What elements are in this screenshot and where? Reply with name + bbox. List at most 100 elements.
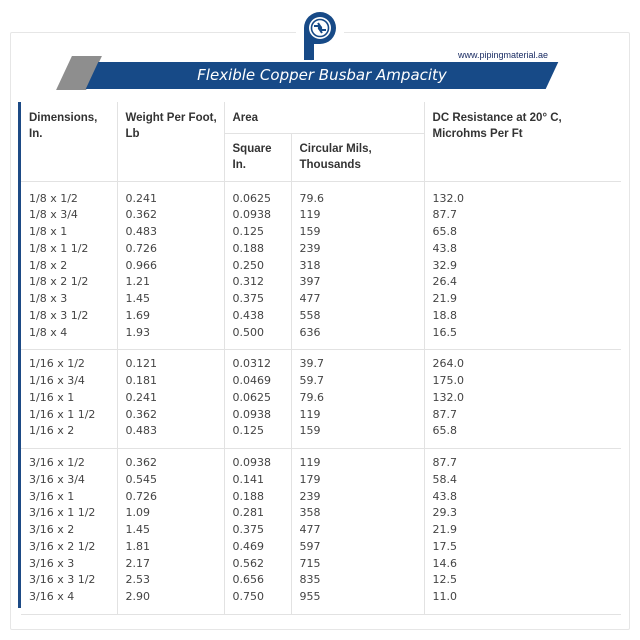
cell-dimension: 3/16 x 1/2 bbox=[29, 456, 85, 469]
cell-square-in: 0.750 bbox=[232, 590, 265, 603]
header-dc-resistance: DC Resistance at 20° C, Microhms Per Ft bbox=[423, 102, 622, 182]
cell-weight: 1.69 bbox=[125, 308, 151, 322]
cell-circular-mils: 715 bbox=[299, 556, 321, 570]
cell-circular-mils: 59.7 bbox=[299, 374, 325, 387]
cell-dc-resistance: 65.8 bbox=[432, 225, 458, 238]
cell-dc-resistance: 132.0 bbox=[432, 390, 465, 404]
cell-circular-mils-column: 39.7 59.7 79.6 119 159 bbox=[290, 349, 425, 449]
cell-square-in-column: 0.0625 0.0938 0.125 0.188 0.250 0.312 0.375 0.4… bbox=[223, 181, 292, 351]
cell-square-in: 0.0938 bbox=[232, 208, 272, 222]
cell-circular-mils: 79.6 bbox=[299, 191, 325, 205]
cell-dc-resistance: 175.0 bbox=[432, 374, 465, 387]
cell-dc-resistance: 12.5 bbox=[432, 573, 458, 587]
cell-dc-resistance: 17.5 bbox=[432, 539, 458, 553]
cell-square-in: 0.0938 bbox=[232, 456, 272, 469]
cell-circular-mils: 39.7 bbox=[299, 357, 325, 371]
cell-dc-resistance: 43.8 bbox=[432, 489, 458, 503]
cell-dimension: 1/8 x 3 1/2 bbox=[29, 308, 89, 322]
cell-dc-resistance: 11.0 bbox=[432, 590, 458, 603]
cell-dimension: 3/16 x 2 bbox=[29, 523, 75, 536]
cell-dimension: 1/8 x 3/4 bbox=[29, 208, 78, 222]
cell-dimension: 1/16 x 1 bbox=[29, 390, 75, 404]
cell-dc-resistance: 18.8 bbox=[432, 308, 458, 322]
header-dimensions: Dimensions, In. bbox=[21, 102, 118, 182]
cell-circular-mils: 79.6 bbox=[299, 390, 325, 404]
cell-dimension: 3/16 x 3 1/2 bbox=[29, 573, 96, 587]
cell-circular-mils: 239 bbox=[299, 241, 321, 255]
cell-dimension: 1/8 x 1/2 bbox=[29, 191, 78, 205]
cell-circular-mils: 358 bbox=[299, 506, 321, 520]
cell-dc-resistance: 14.6 bbox=[432, 556, 458, 570]
cell-dc-resistance-column: 132.0 87.7 65.8 43.8 32.9 26.4 21.9 18.8 16.5 bbox=[423, 181, 622, 351]
cell-dc-resistance: 26.4 bbox=[432, 275, 458, 289]
cell-circular-mils: 119 bbox=[299, 456, 321, 469]
cell-dc-resistance: 65.8 bbox=[432, 424, 458, 438]
cell-dc-resistance: 29.3 bbox=[432, 506, 458, 520]
cell-square-in: 0.188 bbox=[232, 241, 265, 255]
cell-dc-resistance: 264.0 bbox=[432, 357, 465, 371]
header-circular-mils: Circular Mils, Thousands bbox=[290, 133, 425, 182]
cell-circular-mils: 239 bbox=[299, 489, 321, 503]
cell-circular-mils: 397 bbox=[299, 275, 321, 289]
cell-circular-mils: 636 bbox=[299, 325, 321, 339]
cell-circular-mils: 119 bbox=[299, 407, 321, 421]
cell-square-in: 0.0312 bbox=[232, 357, 272, 371]
cell-square-in-column: 0.0312 0.0469 0.0625 0.0938 0.125 bbox=[223, 349, 292, 449]
cell-weight: 0.241 bbox=[125, 191, 158, 205]
cell-dc-resistance: 87.7 bbox=[432, 456, 458, 469]
cell-circular-mils: 477 bbox=[299, 292, 321, 305]
cell-weight: 1.81 bbox=[125, 539, 151, 553]
cell-dimension: 1/16 x 2 bbox=[29, 424, 75, 438]
cell-dimension: 3/16 x 4 bbox=[29, 590, 75, 603]
cell-square-in-column: 0.0938 0.141 0.188 0.281 0.375 0.469 0.562 0.65… bbox=[223, 448, 292, 615]
cell-circular-mils: 558 bbox=[299, 308, 321, 322]
cell-circular-mils: 318 bbox=[299, 258, 321, 272]
cell-weight: 0.483 bbox=[125, 225, 158, 238]
cell-dimension: 1/16 x 1 1/2 bbox=[29, 407, 96, 421]
cell-weight: 0.121 bbox=[125, 357, 158, 371]
cell-circular-mils: 477 bbox=[299, 523, 321, 536]
cell-dimension: 3/16 x 1 bbox=[29, 489, 75, 503]
cell-weight: 2.17 bbox=[125, 556, 151, 570]
cell-weight: 0.483 bbox=[125, 424, 158, 438]
table-row-group: 1/16 x 1/2 1/16 x 3/4 1/16 x 1 1/16 x 1 1/2… bbox=[21, 349, 622, 449]
cell-dimension-column: 1/16 x 1/2 1/16 x 3/4 1/16 x 1 1/16 x 1 1/2… bbox=[21, 349, 118, 449]
cell-weight: 0.545 bbox=[125, 472, 158, 486]
cell-weight: 0.181 bbox=[125, 374, 158, 387]
cell-dc-resistance-column: 264.0 175.0 132.0 87.7 65.8 bbox=[423, 349, 622, 449]
cell-weight-column: 0.121 0.181 0.241 0.362 0.483 bbox=[116, 349, 225, 449]
table-row-group: 3/16 x 1/2 3/16 x 3/4 3/16 x 1 3/16 x 1 1/2… bbox=[21, 448, 622, 615]
cell-dimension: 1/8 x 4 bbox=[29, 325, 68, 339]
cell-dc-resistance: 87.7 bbox=[432, 208, 458, 222]
ampacity-table: Dimensions, In. Weight Per Foot, Lb Area… bbox=[21, 102, 622, 615]
cell-square-in: 0.375 bbox=[232, 292, 265, 305]
table-row-group: 1/8 x 1/2 1/8 x 3/4 1/8 x 1 1/8 x 1 1/2 1/8 … bbox=[21, 181, 622, 351]
cell-circular-mils: 955 bbox=[299, 590, 321, 603]
cell-circular-mils: 835 bbox=[299, 573, 321, 587]
page-title: Flexible Copper Busbar Ampacity bbox=[197, 66, 447, 84]
cell-dimension: 1/16 x 1/2 bbox=[29, 357, 85, 371]
cell-square-in: 0.0938 bbox=[232, 407, 272, 421]
cell-weight: 2.90 bbox=[125, 590, 151, 603]
cell-dimension: 1/8 x 1 1/2 bbox=[29, 241, 89, 255]
cell-weight: 0.726 bbox=[125, 489, 158, 503]
cell-dimension: 1/8 x 2 1/2 bbox=[29, 275, 89, 289]
cell-dc-resistance: 16.5 bbox=[432, 325, 458, 339]
cell-square-in: 0.656 bbox=[232, 573, 265, 587]
cell-square-in: 0.562 bbox=[232, 556, 265, 570]
cell-dc-resistance: 132.0 bbox=[432, 191, 465, 205]
site-url[interactable]: www.pipingmaterial.ae bbox=[458, 50, 549, 60]
cell-square-in: 0.141 bbox=[232, 472, 265, 486]
header-area: Area bbox=[223, 102, 425, 134]
cell-square-in: 0.469 bbox=[232, 539, 265, 553]
cell-dimension: 1/8 x 3 bbox=[29, 292, 68, 305]
cell-dimension-column: 1/8 x 1/2 1/8 x 3/4 1/8 x 1 1/8 x 1 1/2 1/8 … bbox=[21, 181, 118, 351]
cell-circular-mils: 159 bbox=[299, 225, 321, 238]
cell-weight: 0.362 bbox=[125, 407, 158, 421]
cell-circular-mils: 119 bbox=[299, 208, 321, 222]
cell-square-in: 0.0625 bbox=[232, 390, 272, 404]
cell-circular-mils-column: 79.6 119 159 239 318 397 477 558 636 bbox=[290, 181, 425, 351]
ampacity-table-wrapper: Dimensions, In. Weight Per Foot, Lb Area… bbox=[18, 102, 622, 615]
cell-weight: 0.966 bbox=[125, 258, 158, 272]
cell-square-in: 0.500 bbox=[232, 325, 265, 339]
